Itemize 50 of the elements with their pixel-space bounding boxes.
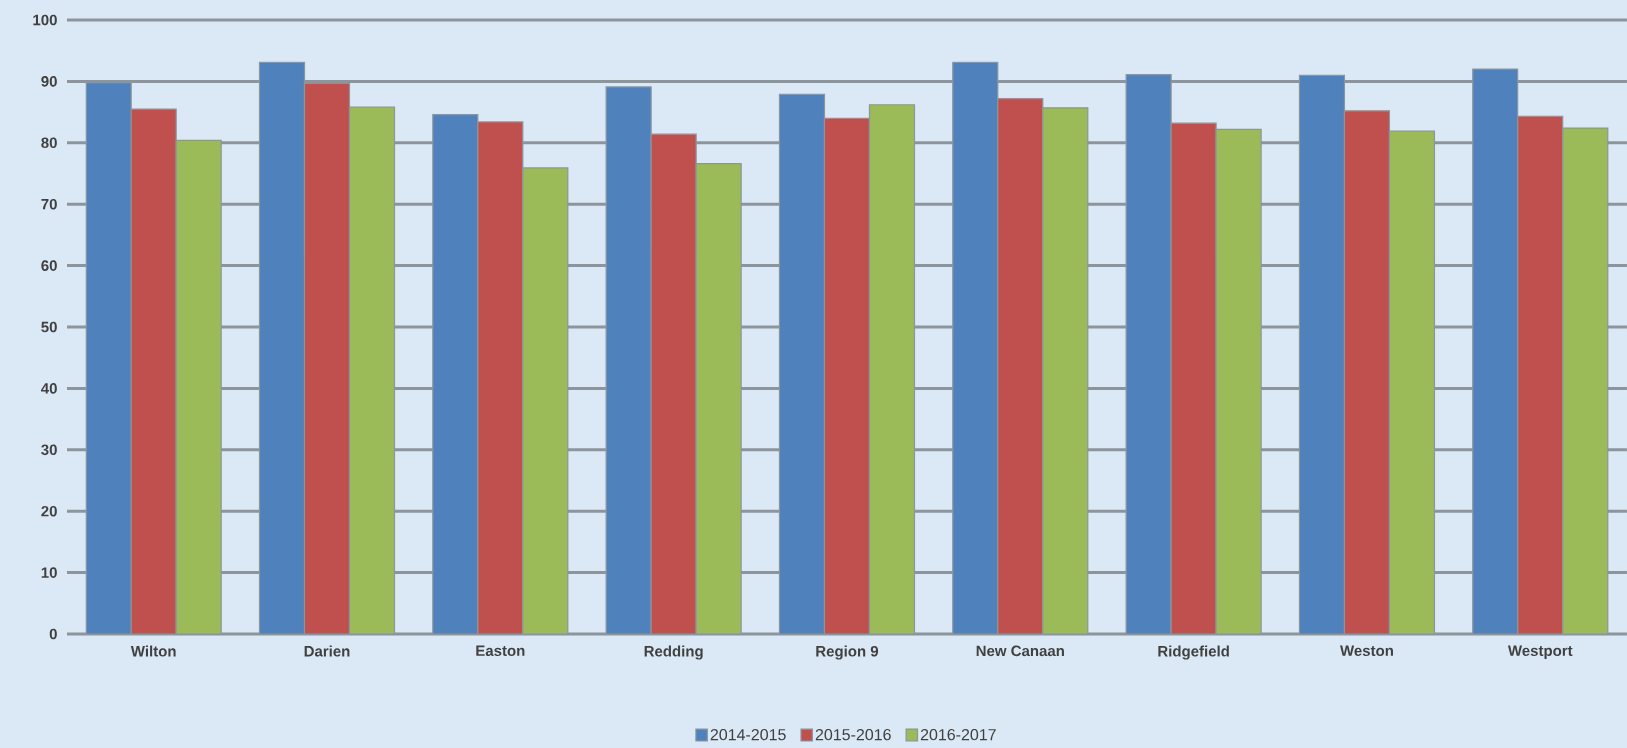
bar xyxy=(1388,130,1436,634)
x-tick-label: Ridgefield xyxy=(1158,645,1229,660)
bar xyxy=(823,117,871,634)
y-tick-label: 30 xyxy=(41,444,57,456)
y-tick-label: 50 xyxy=(41,321,57,333)
bar xyxy=(605,86,652,634)
x-tick-label: Weston xyxy=(1340,645,1393,656)
x-tick-label: Westport xyxy=(1507,645,1573,659)
y-tick-label: 60 xyxy=(41,260,57,271)
bar xyxy=(1298,74,1346,634)
bar xyxy=(1562,127,1609,634)
bar xyxy=(952,61,999,634)
bar xyxy=(778,93,826,634)
y-tick-label: 70 xyxy=(41,198,57,210)
y-tick-label: 40 xyxy=(41,383,57,394)
y-tick-label: 10 xyxy=(41,567,57,578)
bar xyxy=(477,121,524,634)
bar xyxy=(650,133,697,634)
bar xyxy=(259,62,305,634)
x-tick-label: Wilton xyxy=(130,645,176,657)
legend-label: 2014-2015 xyxy=(710,728,786,741)
y-tick-label: 90 xyxy=(41,76,57,87)
bar xyxy=(1517,115,1564,634)
legend-label: 2015-2016 xyxy=(815,728,891,741)
y-tick-label: 0 xyxy=(49,628,57,640)
y-tick-label: 80 xyxy=(41,137,57,149)
bar xyxy=(432,113,479,634)
bar xyxy=(130,108,177,634)
bar xyxy=(1215,128,1262,634)
bar xyxy=(85,82,132,634)
bar xyxy=(304,83,350,634)
bar xyxy=(1042,107,1089,634)
bar xyxy=(175,139,222,634)
x-tick-label: Easton xyxy=(476,645,525,656)
y-tick-label: 100 xyxy=(33,14,57,26)
bar xyxy=(1343,110,1391,634)
x-tick-label: Redding xyxy=(644,645,703,660)
bar xyxy=(1472,68,1519,634)
legend-label: 2016-2017 xyxy=(920,728,996,741)
bar xyxy=(1125,74,1172,634)
x-tick-label: Darien xyxy=(304,645,350,657)
y-tick-label: 20 xyxy=(41,505,57,517)
bar xyxy=(522,167,569,634)
x-tick-label: Region 9 xyxy=(816,645,879,660)
bar xyxy=(695,163,742,634)
bar xyxy=(997,97,1044,634)
x-tick-label: New Canaan xyxy=(976,645,1064,657)
bar xyxy=(1170,122,1217,634)
bar xyxy=(349,107,395,634)
bar xyxy=(868,104,916,634)
